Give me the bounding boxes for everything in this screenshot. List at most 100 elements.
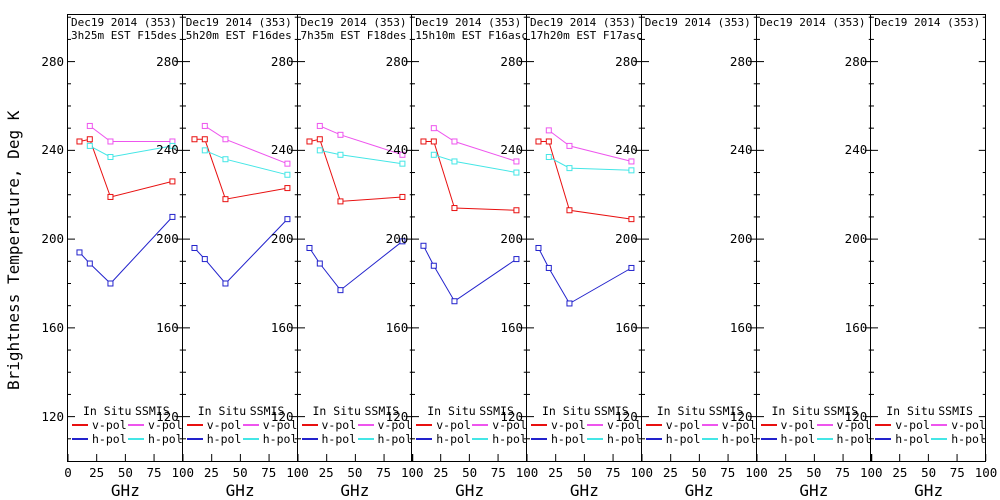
legend-ssmis-header: SSMIS <box>938 404 973 418</box>
x-tick-label: 100 <box>745 465 768 480</box>
legend-hpol-label: h-pol <box>721 432 757 446</box>
legend-hpol-label: h-pol <box>148 432 183 446</box>
y-tick-label: 200 <box>156 231 179 247</box>
ssmis_hpol-marker <box>451 158 458 165</box>
x-tick-label: 25 <box>548 465 564 480</box>
y-tick-label: 120 <box>156 408 179 424</box>
x-tick-label: 100 <box>171 465 195 480</box>
x-axis-unit-label: GHz <box>340 481 370 500</box>
panel-header-date: Dec19 2014 (353) <box>415 16 522 29</box>
legend-insitu-header: In Situ <box>886 404 935 418</box>
legend-insitu-vpol-line <box>416 424 433 426</box>
x-tick-label: 75 <box>835 465 851 480</box>
y-tick-label: 280 <box>729 53 753 69</box>
x-tick-label: 75 <box>949 465 965 480</box>
y-tick-label: 160 <box>615 319 638 335</box>
x-axis-unit-label: GHz <box>684 481 714 500</box>
in_situ_vpol-marker <box>431 138 438 145</box>
legend-vpol-label: v-pol <box>262 418 298 432</box>
in_situ_hpol-marker <box>86 260 93 267</box>
legend-ssmis-vpol-line <box>931 424 948 426</box>
y-tick-label: 160 <box>500 319 523 335</box>
legend-hpol-label: h-pol <box>436 432 471 446</box>
panel-plot-svg <box>182 16 298 461</box>
in_situ_vpol-marker <box>191 136 198 143</box>
ssmis_vpol-marker <box>284 160 291 167</box>
legend-ssmis-hpol-line <box>816 438 833 440</box>
panel-header-date: Dec19 2014 (353) <box>185 16 292 29</box>
legend-ssmis-header: SSMIS <box>823 404 859 418</box>
y-tick-label: 240 <box>385 142 409 158</box>
x-axis-unit-label: GHz <box>110 481 140 500</box>
y-tick-label: 120 <box>385 408 409 424</box>
in_situ_vpol-line <box>538 141 632 220</box>
in_situ_hpol-line <box>423 245 517 302</box>
in_situ_hpol-marker <box>305 244 312 251</box>
panel-legend: In Situ SSMIS v-pol v-pol h-pol h-pol <box>871 404 986 450</box>
legend-ssmis-vpol-line <box>128 424 144 426</box>
y-tick-label: 120 <box>844 408 868 424</box>
y-tick-label: 160 <box>41 319 64 335</box>
in_situ_hpol-marker <box>628 264 635 271</box>
panel-header-date: Dec19 2014 (353) <box>71 16 177 29</box>
legend-ssmis-vpol-line <box>701 424 718 426</box>
legend-insitu-header: In Situ <box>542 404 591 418</box>
legend-insitu-vpol-line <box>531 424 547 426</box>
legend-insitu-hpol-line <box>531 438 547 440</box>
legend-ssmis-hpol-line <box>931 438 948 440</box>
legend-ssmis-header: SSMIS <box>249 404 285 418</box>
panel-header-time-satellite: 15h10m EST F16asc <box>415 29 528 42</box>
legend-ssmis-header: SSMIS <box>708 404 744 418</box>
in_situ_hpol-marker <box>222 280 229 287</box>
chart-panel: Dec19 2014 (353) In Situ SSMIS v-pol v-p… <box>615 15 768 500</box>
in_situ_vpol-line <box>79 138 173 198</box>
in_situ_hpol-line <box>193 218 288 285</box>
y-tick-label: 240 <box>729 142 753 158</box>
legend-ssmis-vpol-line <box>242 424 259 426</box>
ssmis_hpol-marker <box>222 156 229 163</box>
panel-header-time-satellite: 17h20m EST F17asc <box>530 29 643 42</box>
x-tick-label: 25 <box>203 465 219 480</box>
y-tick-label: 160 <box>729 319 753 335</box>
legend-insitu-vpol-line <box>875 424 892 426</box>
x-tick-label: 50 <box>347 465 363 480</box>
y-tick-label: 120 <box>729 408 753 424</box>
legend-insitu-vpol-line <box>186 424 203 426</box>
legend-ssmis-hpol-line <box>242 438 259 440</box>
panel-header-time-satellite: 3h25m EST F15des <box>71 29 177 42</box>
ssmis_vpol-marker <box>222 136 229 143</box>
legend-insitu-vpol-line <box>760 424 777 426</box>
chart-panel: Dec19 2014 (353) In Situ SSMIS v-pol v-p… <box>730 15 883 500</box>
ssmis_hpol-marker <box>545 154 552 161</box>
in_situ_hpol-marker <box>420 242 427 249</box>
ssmis_vpol-marker <box>628 158 635 165</box>
x-tick-label: 50 <box>117 465 133 480</box>
y-axis-title: Brightness Temperature, Deg K <box>4 110 23 390</box>
x-tick-label: 25 <box>433 465 449 480</box>
ssmis_hpol-marker <box>431 151 438 158</box>
ssmis_vpol-marker <box>201 122 208 129</box>
ssmis_vpol-marker <box>398 151 405 158</box>
y-tick-label: 240 <box>270 142 294 158</box>
legend-ssmis-hpol-line <box>357 438 374 440</box>
y-tick-label: 200 <box>500 231 523 247</box>
panel-plot-svg <box>67 16 184 461</box>
y-tick-label: 200 <box>844 231 868 247</box>
x-tick-label: 50 <box>806 465 822 480</box>
x-tick-label: 100 <box>286 465 309 480</box>
chart-panel: Dec19 2014 (353) 5h20m EST F16des In Sit… <box>156 15 309 500</box>
x-tick-label: 25 <box>662 465 678 480</box>
legend-vpol-label: v-pol <box>551 418 586 432</box>
x-tick-label: 25 <box>89 465 105 480</box>
ssmis_hpol-marker <box>284 171 291 178</box>
legend-vpol-label: v-pol <box>665 418 701 432</box>
legend-ssmis-header: SSMIS <box>479 404 514 418</box>
in_situ_vpol-marker <box>336 198 343 205</box>
in_situ_vpol-marker <box>451 205 458 212</box>
panel-header-time-satellite: 5h20m EST F16des <box>185 29 292 42</box>
y-tick-label: 280 <box>270 53 294 69</box>
legend-insitu-hpol-line <box>760 438 777 440</box>
y-tick-label: 240 <box>156 142 179 158</box>
y-tick-label: 200 <box>615 231 638 247</box>
